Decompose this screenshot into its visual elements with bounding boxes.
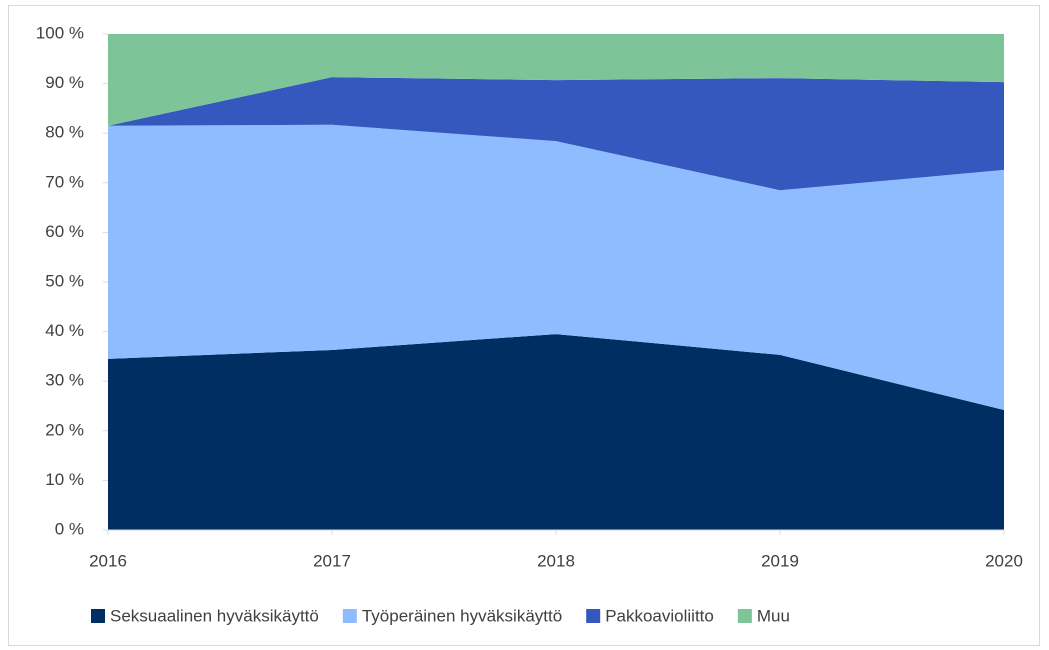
area (108, 77, 1004, 191)
y-tick-label: 60 % (45, 222, 84, 241)
legend-label: Pakkoavioliitto (605, 606, 714, 625)
legend-label: Muu (757, 606, 790, 625)
x-tick-label: 2020 (985, 551, 1023, 570)
legend-label: Työperäinen hyväksikäyttö (362, 606, 562, 625)
legend-swatch (737, 609, 752, 623)
area (108, 334, 1004, 530)
legend-swatch (91, 609, 105, 623)
y-tick-label: 80 % (45, 123, 84, 142)
x-tick-label: 2017 (313, 551, 351, 570)
y-tick-label: 20 % (45, 420, 84, 439)
x-tick-label: 2018 (537, 551, 575, 570)
chart-frame (8, 5, 1040, 646)
y-tick-label: 100 % (36, 23, 84, 42)
y-tick-label: 90 % (45, 73, 84, 92)
area (108, 124, 1004, 410)
x-tick-label: 2019 (761, 551, 799, 570)
area (108, 34, 1004, 126)
y-tick-label: 70 % (45, 172, 84, 191)
y-tick-label: 40 % (45, 321, 84, 340)
y-tick-label: 50 % (45, 271, 84, 290)
y-tick-label: 0 % (55, 519, 84, 538)
legend-label: Seksuaalinen hyväksikäyttö (110, 606, 319, 625)
legend-swatch (586, 609, 601, 623)
legend-swatch (342, 609, 357, 623)
x-tick-label: 2016 (89, 551, 127, 570)
y-tick-label: 30 % (45, 371, 84, 390)
y-tick-label: 10 % (45, 470, 84, 489)
